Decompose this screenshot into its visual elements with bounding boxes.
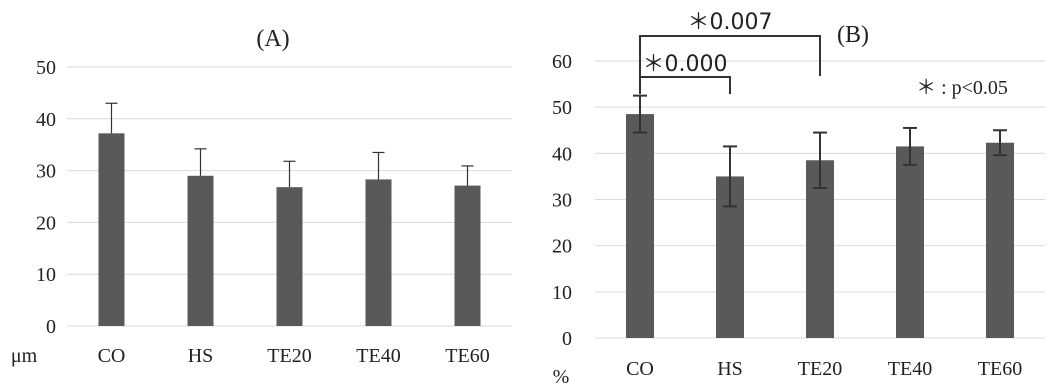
chart-b-significance-label: ＊0.007: [688, 10, 773, 35]
chart-a-y-unit: μm: [11, 345, 38, 367]
chart-a-bar: [187, 175, 214, 326]
chart-b-y-tick-label: 30: [552, 190, 572, 212]
chart-b-y-tick-label: 0: [562, 328, 572, 350]
chart-a-bar: [365, 179, 392, 326]
chart-a-category-label: CO: [98, 345, 126, 367]
chart-b-y-tick-label: 50: [552, 97, 572, 119]
chart-b-title: (B): [837, 22, 869, 48]
chart-panel-b: (B) % ＊ : p<0.05 0 10 20 30 40 50 60 CO HS TE20 TE…: [552, 10, 1045, 385]
chart-b-y-tick-label: 20: [552, 236, 572, 258]
chart-b-y-unit: %: [553, 366, 570, 385]
chart-a-y-tick-label: 10: [36, 264, 56, 286]
chart-b-y-tick-label: 60: [552, 51, 572, 73]
chart-b-category-label: HS: [717, 358, 743, 380]
chart-a-y-tick-label: 30: [36, 161, 56, 183]
chart-a-category-label: TE40: [356, 345, 400, 367]
chart-a-title: (A): [256, 26, 289, 52]
chart-a-bar: [454, 185, 481, 326]
chart-b-significance-bracket: [639, 35, 821, 76]
chart-panel-a: (A) μm 0 10 20 30 40 50 CO HS TE20 TE40 TE60: [11, 26, 512, 367]
chart-a-y-tick-label: 20: [36, 212, 56, 234]
chart-b-bar: [986, 142, 1014, 338]
chart-a-category-label: HS: [188, 345, 214, 367]
chart-b-y-tick-label: 40: [552, 143, 572, 165]
chart-a-y-tick-label: 50: [36, 57, 56, 79]
chart-b-category-label: TE60: [978, 358, 1022, 380]
chart-a-bar: [276, 187, 303, 326]
chart-b-significance-note: ＊ : p<0.05: [916, 77, 1008, 99]
chart-b-category-label: CO: [626, 358, 654, 380]
chart-b-bar: [896, 146, 924, 338]
chart-a-y-tick-label: 40: [36, 109, 56, 131]
chart-b-bar: [626, 114, 654, 338]
chart-b-significance-bracket: [639, 76, 731, 94]
chart-b-bar: [806, 160, 834, 338]
chart-a-category-label: TE60: [445, 345, 489, 367]
chart-b-y-tick-label: 10: [552, 282, 572, 304]
chart-b-category-label: TE40: [888, 358, 932, 380]
chart-b-significance-label: ＊0.000: [643, 52, 728, 77]
chart-a-bar: [98, 133, 125, 326]
chart-a-y-tick-label: 0: [46, 316, 56, 338]
chart-a-category-label: TE20: [267, 345, 311, 367]
chart-b-category-label: TE20: [798, 358, 842, 380]
